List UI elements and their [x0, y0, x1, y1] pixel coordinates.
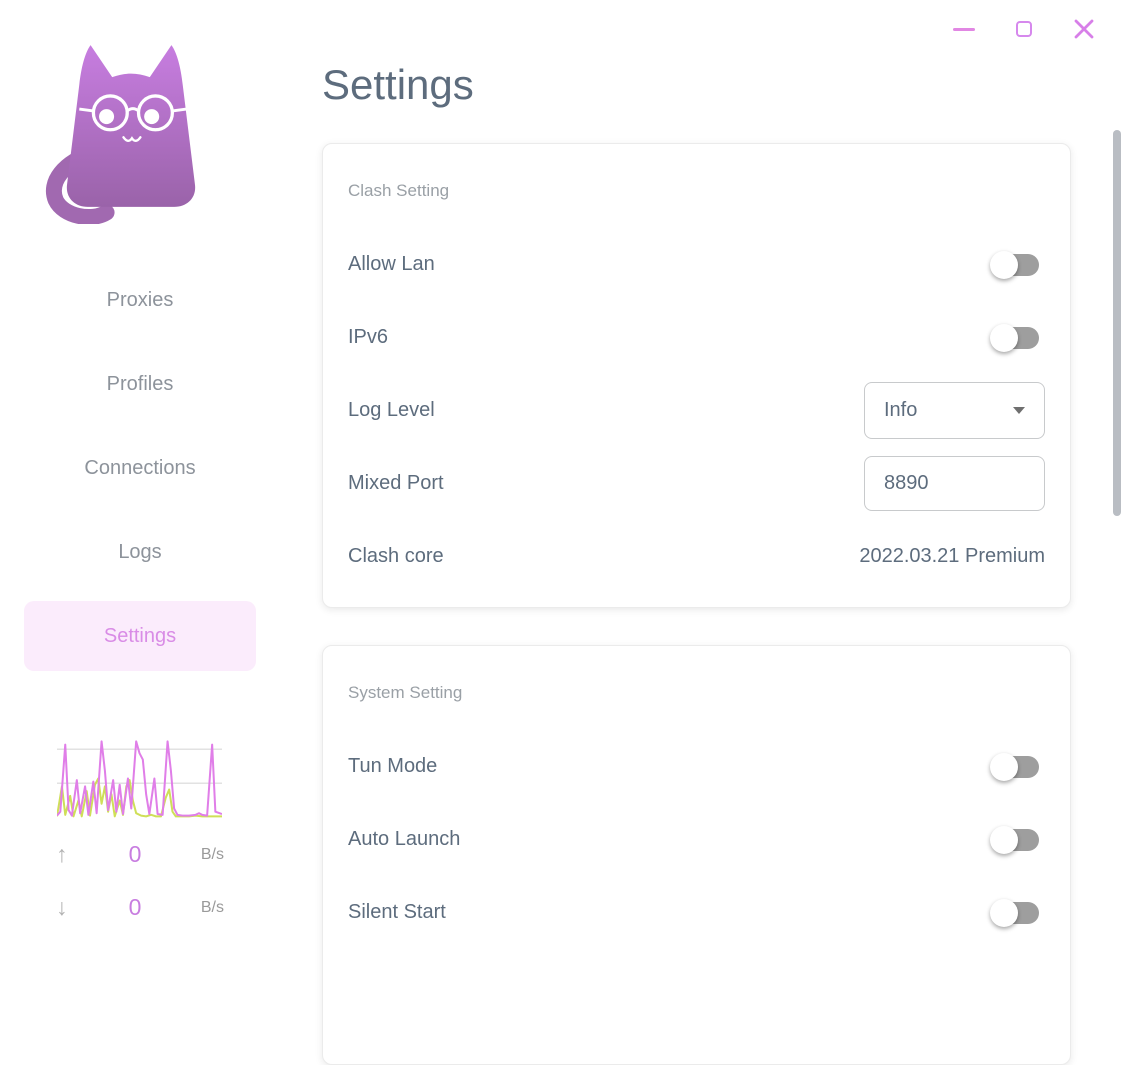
vertical-scrollbar[interactable]: [1113, 130, 1121, 516]
window-controls: [948, 13, 1100, 45]
sidebar-item-logs[interactable]: Logs: [118, 540, 162, 563]
auto-launch-toggle[interactable]: [990, 825, 1039, 854]
minimize-icon: [953, 27, 975, 31]
maximize-icon: [1016, 21, 1032, 37]
tun-mode-row: Tun Mode: [348, 730, 1045, 803]
log-level-value: Info: [884, 399, 918, 421]
allow-lan-row: Allow Lan: [348, 228, 1045, 301]
download-speed-value: 0: [128, 894, 142, 920]
ipv6-toggle[interactable]: [990, 323, 1039, 352]
silent-start-row: Silent Start: [348, 876, 1045, 949]
download-speed-unit: B/s: [200, 898, 224, 916]
auto-launch-row: Auto Launch: [348, 803, 1045, 876]
upload-speed-value: 0: [128, 841, 142, 867]
mixed-port-input[interactable]: [864, 456, 1045, 511]
minimize-button[interactable]: [948, 13, 980, 45]
sidebar-item-proxies[interactable]: Proxies: [106, 288, 174, 311]
page-title: Settings: [322, 61, 474, 108]
system-setting-title: System Setting: [348, 683, 463, 702]
sidebar: Proxies Profiles Connections Logs Settin…: [0, 0, 280, 937]
tun-mode-toggle[interactable]: [990, 752, 1039, 781]
mixed-port-label: Mixed Port: [348, 472, 444, 494]
toggle-thumb: [990, 752, 1018, 781]
upload-speed-unit: B/s: [200, 845, 224, 863]
clash-core-row: Clash core 2022.03.21 Premium: [348, 520, 1045, 593]
toggle-thumb: [990, 898, 1018, 927]
silent-start-toggle[interactable]: [990, 898, 1039, 927]
close-icon: [1074, 19, 1094, 39]
clash-core-value: 2022.03.21 Premium: [859, 545, 1045, 567]
sidebar-item-connections[interactable]: Connections: [84, 456, 196, 479]
clash-setting-title: Clash Setting: [348, 181, 450, 200]
close-button[interactable]: [1068, 13, 1100, 45]
traffic-graph: [57, 740, 222, 818]
toggle-thumb: [990, 323, 1018, 352]
toggle-thumb: [990, 825, 1018, 854]
chevron-down-icon: [1013, 407, 1025, 414]
maximize-button[interactable]: [1008, 13, 1040, 45]
tun-mode-label: Tun Mode: [348, 755, 438, 777]
log-level-row: Log Level Info: [348, 374, 1045, 447]
system-setting-card: System Setting Tun Mode Auto Launch Sile…: [322, 645, 1071, 1065]
silent-start-label: Silent Start: [348, 901, 446, 923]
ipv6-label: IPv6: [348, 326, 389, 348]
sidebar-item-settings[interactable]: Settings: [24, 601, 256, 671]
ipv6-row: IPv6: [348, 301, 1045, 374]
clash-core-label: Clash core: [348, 545, 444, 567]
log-level-label: Log Level: [348, 399, 435, 421]
allow-lan-toggle[interactable]: [990, 250, 1039, 279]
mixed-port-row: Mixed Port: [348, 447, 1045, 520]
log-level-select[interactable]: Info: [864, 382, 1045, 439]
download-arrow-icon: ↓: [56, 894, 68, 920]
allow-lan-label: Allow Lan: [348, 253, 435, 275]
upload-arrow-icon: ↑: [56, 841, 68, 867]
sidebar-item-profiles[interactable]: Profiles: [106, 372, 174, 395]
clash-setting-card: Clash Setting Allow Lan IPv6 Log Level I…: [322, 143, 1071, 608]
download-speed-row: ↓ 0 B/s: [56, 892, 224, 923]
auto-launch-label: Auto Launch: [348, 828, 461, 850]
traffic-stats: ↑ 0 B/s ↓ 0 B/s: [56, 839, 224, 945]
sidebar-nav: Proxies Profiles Connections Logs Settin…: [24, 265, 256, 685]
cat-logo-icon: [46, 45, 196, 224]
toggle-thumb: [990, 250, 1018, 279]
upload-speed-row: ↑ 0 B/s: [56, 839, 224, 870]
